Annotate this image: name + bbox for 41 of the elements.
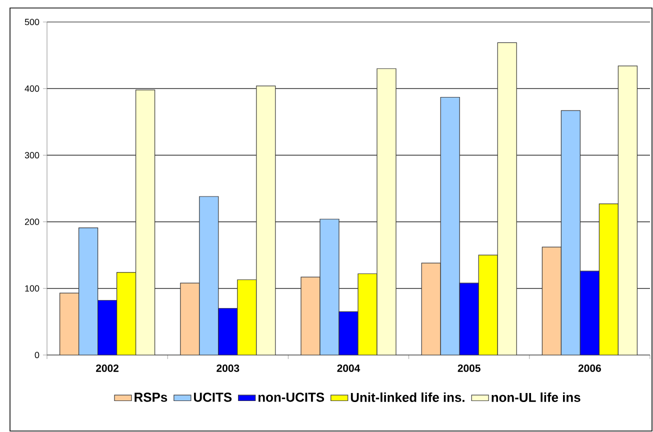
bar [542,246,562,355]
y-tick-label: 300 [24,152,40,158]
x-tick-label: 2006 [578,364,601,372]
y-tick-label: 100 [25,285,40,292]
legend-label: non-UL life ins [492,392,580,402]
bar [116,272,136,355]
bar [497,42,517,355]
bar [560,110,581,355]
y-tick-label: 500 [24,18,40,26]
bar [78,227,98,355]
x-tick-label: 2003 [216,364,240,372]
y-tick-label: 0 [34,352,40,358]
legend-label: Unit-linked life ins. [350,392,464,402]
x-tick-label: 2005 [458,364,480,372]
legend-label: RSPs [134,392,168,402]
bar [136,90,156,355]
bar [300,276,320,355]
bar [237,279,257,355]
legend-label: UCITS [194,392,232,402]
y-tick-label: 400 [24,85,40,92]
legend-label: non-UCITS [258,392,324,402]
bar [580,270,600,355]
bar [459,282,479,355]
bar [256,86,276,355]
bar [98,300,118,355]
bar [478,254,498,355]
bar [320,218,340,355]
x-tick-label: 2002 [96,364,119,372]
bar [218,308,238,355]
bar [376,68,396,355]
bar [421,262,441,355]
x-tick-label: 2004 [337,364,360,372]
bar [440,96,460,355]
bar [199,196,219,355]
bar [180,282,200,355]
bar [598,204,619,355]
bar [358,273,378,355]
bar [60,292,80,355]
bar [338,311,358,355]
y-tick-label: 200 [24,218,40,225]
bar [618,66,638,355]
